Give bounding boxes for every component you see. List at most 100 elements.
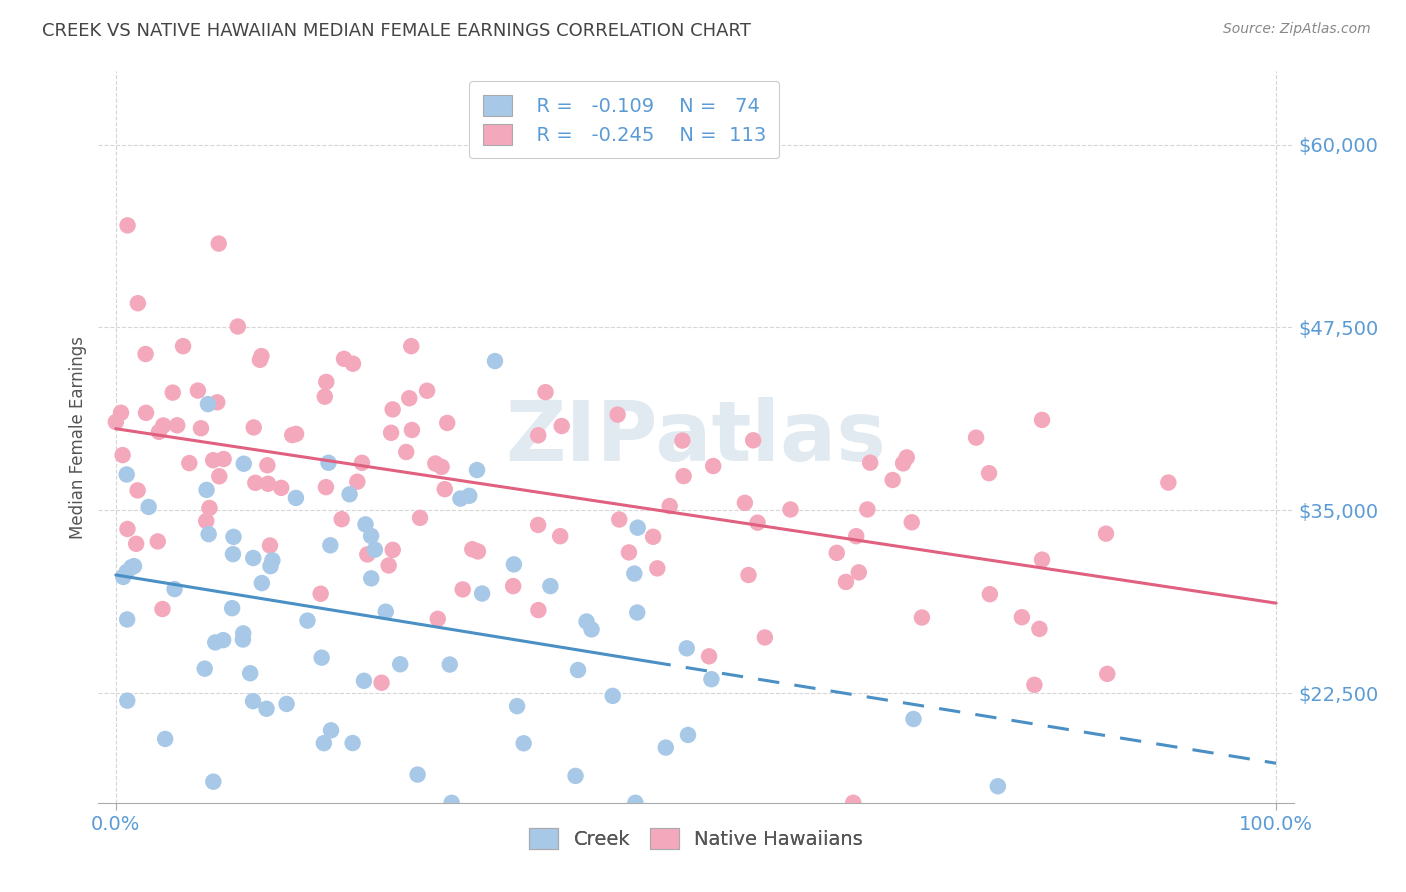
Point [977, 466, 1000, 480]
Point [360, 571, 382, 585]
Point [257, 476, 280, 491]
Point [226, 319, 249, 334]
Point [195, 514, 218, 528]
Point [702, 458, 724, 473]
Point [389, 657, 412, 672]
Point [374, 605, 396, 619]
Point [440, 796, 463, 810]
Point [115, 612, 138, 626]
Point [399, 339, 422, 353]
Point [433, 482, 456, 496]
Point [581, 623, 603, 637]
Point [339, 487, 361, 501]
Point [987, 779, 1010, 793]
Point [242, 694, 264, 708]
Text: Source: ZipAtlas.com: Source: ZipAtlas.com [1223, 22, 1371, 37]
Point [120, 560, 142, 574]
Point [512, 736, 534, 750]
Point [204, 635, 226, 649]
Point [162, 385, 184, 400]
Point [370, 675, 392, 690]
Point [406, 767, 429, 781]
Point [1097, 666, 1119, 681]
Point [163, 582, 186, 596]
Point [166, 418, 188, 433]
Point [451, 582, 474, 597]
Point [285, 426, 308, 441]
Point [356, 548, 378, 562]
Point [127, 483, 149, 498]
Point [607, 512, 630, 526]
Point [676, 728, 699, 742]
Point [1095, 526, 1118, 541]
Point [245, 475, 267, 490]
Point [700, 672, 723, 686]
Point [449, 491, 471, 506]
Point [250, 576, 273, 591]
Point [380, 425, 402, 440]
Point [675, 641, 697, 656]
Point [259, 539, 281, 553]
Point [672, 469, 695, 483]
Point [436, 416, 458, 430]
Point [364, 542, 387, 557]
Point [548, 529, 571, 543]
Point [1031, 413, 1053, 427]
Point [754, 631, 776, 645]
Point [737, 568, 759, 582]
Point [197, 527, 219, 541]
Point [458, 489, 481, 503]
Point [179, 456, 201, 470]
Point [430, 459, 453, 474]
Point [538, 579, 561, 593]
Point [202, 453, 225, 467]
Point [342, 736, 364, 750]
Point [222, 530, 245, 544]
Point [747, 516, 769, 530]
Point [315, 480, 337, 494]
Point [527, 428, 550, 442]
Point [416, 384, 439, 398]
Point [398, 391, 420, 405]
Point [197, 397, 219, 411]
Point [461, 542, 484, 557]
Point [187, 384, 209, 398]
Point [859, 456, 882, 470]
Point [835, 574, 858, 589]
Point [281, 428, 304, 442]
Point [309, 587, 332, 601]
Point [112, 570, 135, 584]
Point [1157, 475, 1180, 490]
Point [110, 406, 132, 420]
Point [848, 566, 870, 580]
Point [891, 456, 914, 470]
Point [527, 518, 550, 533]
Point [623, 566, 645, 581]
Point [152, 418, 174, 433]
Point [979, 587, 1001, 601]
Point [135, 406, 157, 420]
Point [643, 530, 665, 544]
Point [242, 420, 264, 434]
Point [122, 559, 145, 574]
Point [207, 395, 229, 409]
Text: CREEK VS NATIVE HAWAIIAN MEDIAN FEMALE EARNINGS CORRELATION CHART: CREEK VS NATIVE HAWAIIAN MEDIAN FEMALE E… [42, 22, 751, 40]
Point [734, 496, 756, 510]
Point [350, 456, 373, 470]
Point [333, 351, 356, 366]
Point [111, 448, 134, 462]
Point [208, 469, 231, 483]
Point [484, 354, 506, 368]
Point [965, 431, 987, 445]
Point [527, 603, 550, 617]
Point [250, 349, 273, 363]
Point [1011, 610, 1033, 624]
Point [671, 434, 693, 448]
Point [256, 702, 278, 716]
Point [138, 500, 160, 514]
Point [117, 219, 139, 233]
Point [232, 632, 254, 647]
Point [360, 529, 382, 543]
Point [346, 475, 368, 489]
Point [284, 491, 307, 505]
